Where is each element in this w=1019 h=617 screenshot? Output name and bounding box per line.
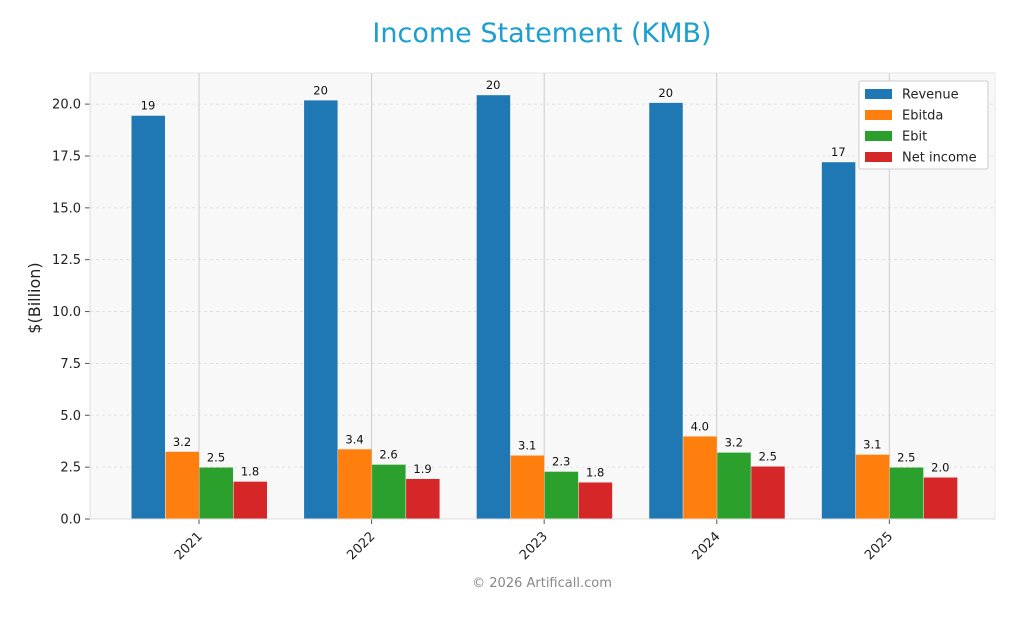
- data-label: 2.5: [897, 451, 915, 465]
- bar-net-income: [923, 477, 958, 519]
- data-label: 2.6: [379, 448, 397, 462]
- y-axis-label: $(Billion): [25, 262, 44, 333]
- legend-label: Ebit: [902, 130, 927, 145]
- data-label: 3.2: [173, 435, 191, 449]
- bar-net-income: [233, 481, 267, 519]
- data-label: 1.8: [241, 465, 259, 479]
- data-label: 17: [831, 145, 846, 159]
- legend-swatch: [865, 131, 892, 141]
- legend-swatch: [865, 110, 892, 120]
- legend-box: [858, 80, 989, 170]
- bar-revenue: [649, 102, 683, 519]
- bar-ebit: [889, 467, 924, 519]
- bar-ebit: [372, 464, 406, 519]
- x-tick-label: 2024: [690, 529, 724, 563]
- data-label: 3.4: [345, 432, 363, 446]
- legend-label: Net income: [902, 151, 977, 166]
- x-tick-label: 2021: [172, 529, 206, 563]
- y-tick-label: 5.0: [60, 409, 81, 424]
- data-label: 20: [658, 86, 673, 100]
- data-label: 3.2: [725, 436, 743, 450]
- bar-net-income: [751, 466, 785, 519]
- bar-ebitda: [165, 451, 199, 519]
- bar-ebitda: [510, 455, 545, 519]
- bar-ebit: [199, 467, 233, 519]
- bar-revenue: [304, 100, 338, 519]
- bar-ebit: [717, 452, 751, 519]
- bar-revenue: [131, 115, 165, 519]
- data-label: 19: [141, 99, 156, 113]
- data-label: 3.1: [863, 438, 881, 452]
- data-label: 20: [313, 83, 328, 97]
- legend-label: Ebitda: [902, 109, 943, 124]
- y-tick-label: 12.5: [52, 253, 81, 268]
- x-tick-label: 2025: [862, 529, 896, 563]
- chart-title: Income Statement (KMB): [372, 18, 712, 49]
- y-tick-label: 17.5: [52, 149, 81, 164]
- data-label: 2.3: [552, 455, 570, 469]
- data-label: 1.9: [413, 462, 431, 476]
- data-label: 20: [486, 78, 501, 92]
- y-tick-label: 2.5: [60, 461, 81, 476]
- data-label: 1.8: [586, 465, 604, 479]
- data-label: 4.0: [691, 419, 709, 433]
- y-tick-label: 10.0: [52, 305, 81, 320]
- bar-ebitda: [855, 454, 890, 519]
- plot-area: 0.0 2.5 5.0 7.5 10.0 12.5 15.0 17.5 20.0 2021 2022…: [52, 72, 996, 563]
- x-tick-label: 2023: [517, 529, 551, 563]
- data-label: 2.5: [759, 450, 777, 464]
- bar-revenue: [821, 162, 856, 519]
- bar-ebitda: [683, 436, 717, 519]
- bar-net-income: [406, 478, 440, 519]
- legend-swatch: [865, 152, 892, 162]
- x-tick-label: 2022: [344, 529, 378, 563]
- y-tick-label: 20.0: [52, 98, 81, 113]
- legend-swatch: [865, 89, 892, 99]
- bar-net-income: [578, 482, 613, 519]
- y-tick-label: 7.5: [60, 357, 81, 372]
- bar-ebitda: [338, 449, 372, 519]
- data-label: 2.0: [931, 461, 949, 475]
- copyright-text: © 2026 Artificall.com: [472, 576, 612, 591]
- y-tick-label: 0.0: [60, 513, 81, 528]
- data-label: 2.5: [207, 451, 225, 465]
- bar-ebit: [544, 471, 579, 519]
- data-label: 3.1: [518, 439, 536, 453]
- bar-revenue: [476, 95, 511, 519]
- legend-label: Revenue: [902, 88, 959, 103]
- y-tick-label: 15.0: [52, 201, 81, 216]
